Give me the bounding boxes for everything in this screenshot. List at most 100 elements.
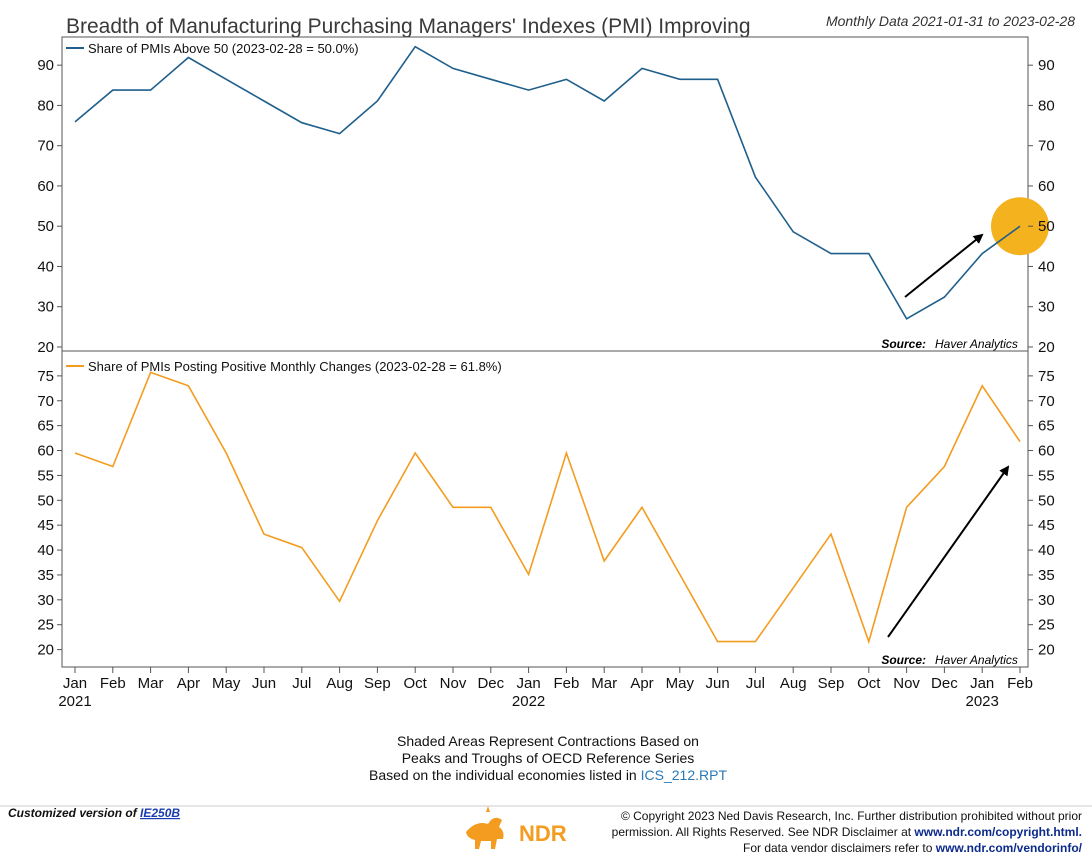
xtick-label: May [212,675,241,692]
bottom-ytick-label-right: 25 [1038,617,1055,634]
xtick-label: Oct [404,675,428,692]
year-label: 2021 [58,693,91,710]
top-ytick-label-right: 80 [1038,97,1055,114]
bottom-ytick-label-left: 70 [37,393,54,410]
series-line-positive-changes [74,371,1021,645]
series-line-pmi-above-50 [74,45,1021,320]
top-panel-frame [61,36,1029,352]
xtick-label: Nov [440,675,467,692]
bottom-ytick-label-left: 30 [37,592,54,609]
ie250b-link[interactable]: IE250B [140,806,180,820]
bottom-ytick-label-left: 25 [37,617,54,634]
annotation-arrow-bottom [887,465,1010,638]
bottom-ytick-label-left: 50 [37,492,54,509]
bottom-ytick-label-right: 20 [1038,642,1055,659]
note-line-3: Based on the individual economies listed… [369,767,727,783]
bottom-ytick-label-left: 35 [37,567,54,584]
bottom-panel-frame [61,350,1029,668]
xtick-label: Aug [326,675,353,692]
note-line-2: Peaks and Troughs of OECD Reference Seri… [402,750,695,766]
vendor-info-link[interactable]: www.ndr.com/vendorinfo/ [935,841,1083,855]
top-ytick-label-right: 90 [1038,57,1055,74]
top-ytick-label-right: 30 [1038,299,1055,316]
annotation-arrow-top [904,233,984,298]
customized-prefix: Customized version of [8,806,138,820]
copyright-link[interactable]: www.ndr.com/copyright.html. [913,825,1082,839]
xtick-label: Mar [138,675,164,692]
top-ytick-label-left: 70 [37,138,54,155]
copyright-line-3-prefix: For data vendor disclaimers refer to [743,841,933,855]
bottom-ytick-label-right: 45 [1038,517,1055,534]
bottom-ytick-label-right: 65 [1038,418,1055,435]
copyright-line-2-prefix: permission. All Rights Reserved. See NDR… [612,825,912,839]
xtick-label: Feb [1007,675,1033,692]
source-label-bottom: Source: [881,653,926,667]
source-name-bottom: Haver Analytics [935,653,1018,667]
bottom-panel: Share of PMIs Posting Positive Monthly C… [37,350,1055,668]
year-label: 2022 [512,693,545,710]
bull-bear-icon [466,806,504,849]
x-axis: Jan Feb Mar Apr May Jun Jul Aug Sep Oct Nov Dec Jan F… [58,667,1033,710]
source-label-top: Source: [881,337,926,351]
copyright-line-2: permission. All Rights Reserved. See NDR… [612,825,1082,839]
top-ytick-label-right: 60 [1038,178,1055,195]
bottom-ytick-label-left: 65 [37,418,54,435]
top-ytick-label-right: 70 [1038,138,1055,155]
bottom-ytick-label-right: 35 [1038,567,1055,584]
xtick-label: Dec [931,675,958,692]
ics-report-link[interactable]: ICS_212.RPT [641,767,728,783]
bottom-ytick-label-right: 40 [1038,542,1055,559]
bottom-ytick-label-right: 30 [1038,592,1055,609]
xtick-label: Jul [746,675,765,692]
chart-title: Breadth of Manufacturing Purchasing Mana… [66,15,751,38]
bottom-ytick-label-right: 75 [1038,368,1055,385]
bottom-ytick-label-right: 55 [1038,467,1055,484]
top-ytick-label-left: 90 [37,57,54,74]
bottom-ytick-label-left: 60 [37,443,54,460]
source-name-top: Haver Analytics [935,337,1018,351]
top-ytick-label-left: 40 [37,258,54,275]
top-ytick-label-left: 60 [37,178,54,195]
bottom-ytick-label-right: 70 [1038,393,1055,410]
bottom-ytick-label-right: 60 [1038,443,1055,460]
xtick-label: Apr [630,675,653,692]
xtick-label: Jul [292,675,311,692]
xtick-label: Mar [591,675,617,692]
xtick-label: Jun [706,675,730,692]
copyright-line-3: For data vendor disclaimers refer to www… [743,841,1083,855]
xtick-label: Apr [177,675,200,692]
xtick-label: Jan [63,675,87,692]
customized-note: Customized version of IE250B [8,806,180,820]
ndr-logo: NDR [466,806,567,849]
xtick-label: Feb [553,675,579,692]
top-ytick-label-left: 50 [37,218,54,235]
top-ytick-label-left: 30 [37,299,54,316]
xtick-label: Jan [517,675,541,692]
xtick-label: Jun [252,675,276,692]
top-panel: Share of PMIs Above 50 (2023-02-28 = 50.… [37,36,1055,356]
xtick-label: Oct [857,675,881,692]
xtick-label: Feb [100,675,126,692]
bottom-ytick-label-left: 40 [37,542,54,559]
bottom-ytick-label-left: 55 [37,467,54,484]
top-ytick-label-right: 20 [1038,339,1055,356]
note-line-3-prefix: Based on the individual economies listed… [369,767,637,783]
top-ytick-label-left: 80 [37,97,54,114]
xtick-label: Nov [893,675,920,692]
copyright-line-1: © Copyright 2023 Ned Davis Research, Inc… [621,809,1082,823]
xtick-label: Dec [477,675,504,692]
xtick-label: Jan [970,675,994,692]
top-ytick-label-right: 50 [1038,218,1055,235]
bottom-ytick-label-left: 75 [37,368,54,385]
year-label: 2023 [966,693,999,710]
legend-label-bottom: Share of PMIs Posting Positive Monthly C… [88,359,502,374]
note-line-1: Shaded Areas Represent Contractions Base… [397,733,699,749]
top-ytick-label-right: 40 [1038,258,1055,275]
xtick-label: Sep [818,675,845,692]
bottom-ytick-label-left: 20 [37,642,54,659]
xtick-label: Aug [780,675,807,692]
legend-label-top: Share of PMIs Above 50 (2023-02-28 = 50.… [88,41,359,56]
ndr-logo-text: NDR [519,821,567,846]
date-range: Monthly Data 2021-01-31 to 2023-02-28 [826,13,1075,29]
